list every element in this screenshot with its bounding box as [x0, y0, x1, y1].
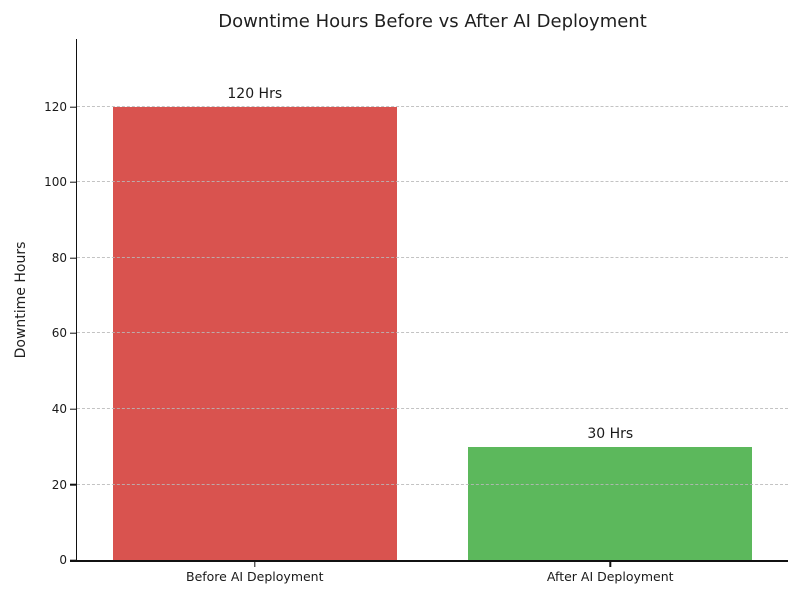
bar-value-label-1: 30 Hrs [587, 425, 634, 442]
y-tick-label-120: 120 [44, 99, 67, 114]
bar-value-label-0: 120 Hrs [227, 85, 283, 102]
y-tick-mark-100 [70, 181, 76, 184]
y-tick-label-0: 0 [59, 553, 67, 567]
y-tick-mark-60 [70, 332, 76, 335]
y-tick-mark-20 [70, 483, 76, 486]
x-tick-label-0: Before AI Deployment [185, 569, 324, 584]
bar-1 [468, 446, 753, 560]
gridline-y-100 [77, 181, 788, 183]
y-tick-label-20: 20 [51, 477, 67, 492]
plot-area: 0 20 40 60 80 100 120 120 Hrs Before AI Deployme… [44, 39, 788, 584]
x-axis-spine [70, 560, 788, 562]
y-tick-label-60: 60 [51, 326, 67, 341]
gridline-y-20 [77, 483, 788, 485]
y-tick-mark-80 [70, 257, 76, 259]
gridline-y-40 [77, 408, 788, 409]
y-tick-label-40: 40 [51, 402, 67, 416]
y-axis-spine [75, 39, 77, 562]
chart-title: Downtime Hours Before vs After AI Deploy… [218, 11, 647, 32]
y-tick-label-100: 100 [44, 175, 67, 190]
y-tick-mark-120 [70, 106, 76, 108]
gridline-y-80 [77, 256, 788, 258]
x-tick-label-1: After AI Deployment [546, 569, 674, 584]
bar-0 [112, 106, 397, 560]
x-tick-mark-1 [609, 561, 611, 567]
gridline-y-120 [77, 105, 788, 107]
y-tick-mark-40 [70, 408, 76, 410]
y-axis-label: Downtime Hours [13, 241, 29, 359]
y-tick-mark-0 [70, 559, 76, 561]
x-tick-mark-0 [254, 561, 256, 567]
y-tick-label-80: 80 [51, 250, 67, 265]
gridline-y-60 [77, 332, 788, 334]
